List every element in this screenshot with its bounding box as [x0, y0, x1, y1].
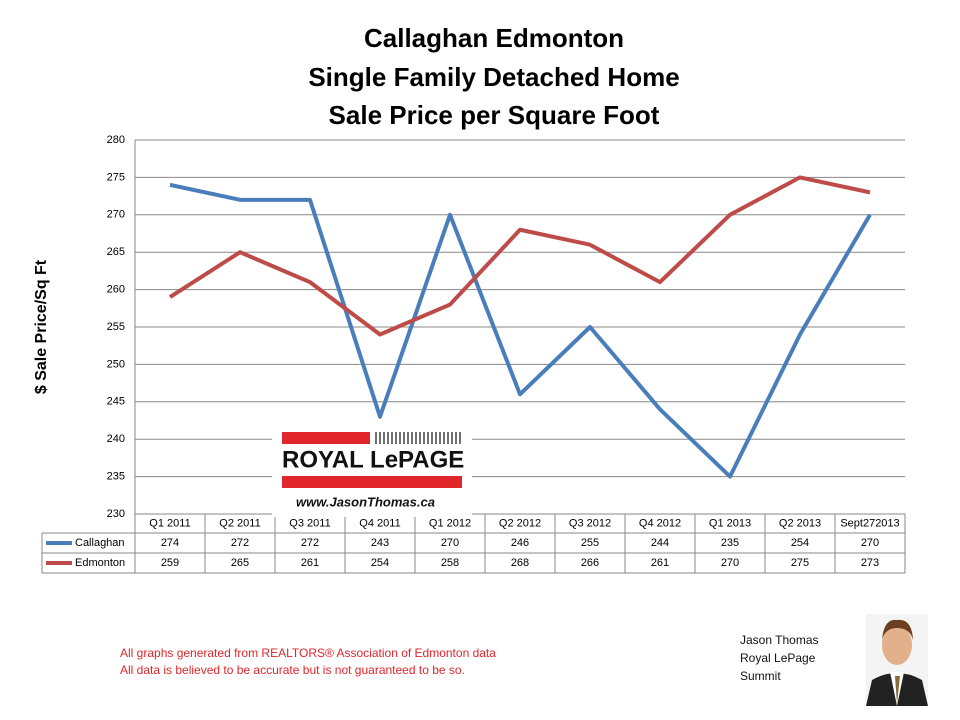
table-value: 275: [791, 557, 809, 569]
y-tick-label: 230: [107, 508, 125, 520]
chart-title: Sale Price per Square Foot: [329, 100, 660, 130]
x-tick-label: Q3 2012: [569, 517, 611, 529]
x-tick-label: Q2 2011: [219, 517, 260, 529]
logo-stripes: [375, 432, 461, 444]
table-value: 254: [371, 557, 389, 569]
signature: Royal LePage: [740, 651, 816, 665]
y-tick-label: 280: [107, 134, 125, 146]
table-value: 235: [721, 537, 739, 549]
x-tick-label: Q4 2012: [639, 517, 681, 529]
y-tick-label: 275: [107, 171, 125, 183]
table-value: 273: [861, 557, 879, 569]
table-value: 268: [511, 557, 529, 569]
portrait: [866, 614, 928, 706]
table-value: 258: [441, 557, 459, 569]
x-tick-label: Q2 2012: [499, 517, 541, 529]
logo-bar: [282, 476, 462, 488]
x-tick-label: Q1 2013: [709, 517, 751, 529]
y-tick-label: 235: [107, 471, 125, 483]
x-tick-label: Q3 2011: [289, 517, 330, 529]
y-tick-label: 255: [107, 321, 125, 333]
table-value: 261: [301, 557, 319, 569]
signature: Jason Thomas: [740, 633, 819, 647]
logo-url: www.JasonThomas.ca: [296, 494, 435, 509]
x-tick-label: Q2 2013: [779, 517, 821, 529]
y-tick-label: 250: [107, 358, 125, 370]
y-tick-label: 245: [107, 396, 125, 408]
table-value: 272: [231, 537, 249, 549]
table-value: 274: [161, 537, 179, 549]
logo-bar: [282, 432, 370, 444]
table-value: 265: [231, 557, 249, 569]
logo-brand: ROYAL LePAGE: [282, 446, 464, 473]
table-value: 270: [721, 557, 739, 569]
series-line: [169, 182, 872, 479]
legend-label: Callaghan: [75, 537, 125, 549]
y-tick-label: 265: [107, 246, 125, 258]
y-tick-label: 260: [107, 284, 125, 296]
chart-title: Callaghan Edmonton: [364, 23, 624, 53]
legend-label: Edmonton: [75, 557, 125, 569]
table-value: 261: [651, 557, 669, 569]
table-value: 272: [301, 537, 319, 549]
chart-title: Single Family Detached Home: [308, 62, 679, 92]
table-value: 244: [651, 537, 669, 549]
table-value: 255: [581, 537, 599, 549]
y-axis-label: $ Sale Price/Sq Ft: [33, 259, 50, 394]
footnote: All graphs generated from REALTORS® Asso…: [120, 646, 496, 660]
table-value: 270: [861, 537, 879, 549]
x-tick-label: Q4 2011: [359, 517, 400, 529]
table-value: 270: [441, 537, 459, 549]
x-tick-label: Q1 2012: [429, 517, 471, 529]
y-tick-label: 270: [107, 209, 125, 221]
x-tick-label: Sept272013: [840, 517, 899, 529]
table-value: 246: [511, 537, 529, 549]
footnote: All data is believed to be accurate but …: [120, 663, 465, 677]
table-value: 259: [161, 557, 179, 569]
y-tick-label: 240: [107, 433, 125, 445]
x-tick-label: Q1 2011: [149, 517, 190, 529]
series-line: [168, 175, 871, 337]
table-value: 266: [581, 557, 599, 569]
signature: Summit: [740, 669, 781, 683]
table-value: 254: [791, 537, 809, 549]
table-value: 243: [371, 537, 389, 549]
logo: ROYAL LePAGE www.JasonThomas.ca: [272, 427, 472, 517]
